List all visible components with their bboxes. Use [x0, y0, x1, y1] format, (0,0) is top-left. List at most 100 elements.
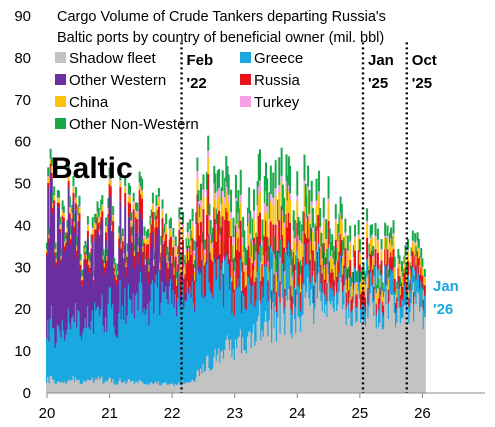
bar-segment-russia: [345, 292, 348, 309]
legend-swatch: [55, 118, 66, 129]
bar-segment-china: [323, 267, 326, 280]
bar-segment-greece: [263, 266, 266, 323]
bar-segment-other-non-western: [196, 157, 199, 172]
bar-segment-other-non-western: [333, 250, 336, 265]
bar-segment-china: [422, 291, 425, 300]
bar-segment-china: [362, 275, 365, 287]
bar-segment-shadow-fleet: [263, 322, 266, 393]
bar-segment-china: [62, 213, 65, 218]
bar-segment-shadow-fleet: [100, 377, 103, 393]
bar-segment-china: [142, 247, 145, 252]
bar-segment-shadow-fleet: [220, 351, 223, 393]
bar-segment-other-non-western: [106, 249, 109, 256]
bar-segment-greece: [198, 274, 201, 376]
bar-segment-greece: [119, 279, 122, 378]
bar-segment-russia: [409, 279, 412, 291]
bar-segment-china: [366, 223, 369, 238]
bar-segment-russia: [416, 251, 419, 266]
bar-segment-china: [303, 185, 306, 213]
bar-segment-russia: [328, 261, 331, 283]
bar-segment-russia: [250, 277, 253, 304]
bar-segment-greece: [91, 310, 94, 378]
bar-segment-greece: [218, 259, 221, 349]
bar-segment-china: [113, 264, 116, 268]
bar-segment-shadow-fleet: [213, 357, 216, 393]
bar-segment-greece: [322, 268, 325, 294]
bar-segment-turkey: [232, 237, 235, 245]
bar-segment-china: [385, 251, 388, 265]
bar-segment-greece: [320, 283, 323, 301]
bar-segment-russia: [90, 248, 93, 256]
bar-segment-china: [227, 202, 230, 221]
bar-segment-greece: [303, 244, 306, 285]
bar-segment-russia: [309, 259, 312, 282]
bar-segment-greece: [172, 290, 175, 384]
bar-segment-shadow-fleet: [53, 380, 56, 393]
bar-segment-russia: [228, 259, 231, 288]
bar-segment-other-western: [269, 245, 272, 247]
bar-segment-other-western: [192, 297, 195, 303]
bar-segment-turkey: [423, 276, 426, 278]
bar-segment-other-non-western: [220, 187, 223, 205]
bar-segment-other-non-western: [402, 268, 405, 277]
bar-segment-other-non-western: [143, 226, 146, 236]
bar-segment-turkey: [207, 150, 210, 158]
bar-segment-other-non-western: [265, 162, 267, 192]
bar-segment-russia: [348, 290, 351, 303]
bar-segment-russia: [423, 285, 426, 295]
bar-segment-greece: [361, 304, 364, 319]
bar-segment-shadow-fleet: [346, 305, 349, 393]
bar-segment-other-western: [246, 274, 249, 277]
bar-segment-other-western: [248, 274, 251, 278]
bar-segment-china: [280, 182, 283, 207]
bar-segment-turkey: [157, 196, 160, 199]
bar-segment-greece: [251, 286, 254, 334]
bar-segment-other-western: [363, 306, 366, 308]
bar-segment-turkey: [126, 251, 129, 253]
bar-segment-russia: [85, 259, 88, 267]
bar-segment-china: [196, 177, 199, 195]
bar-segment-russia: [239, 220, 242, 258]
bar-segment-turkey: [56, 197, 59, 199]
bar-segment-greece: [237, 278, 240, 339]
bar-segment-turkey: [369, 237, 372, 240]
bar-segment-shadow-fleet: [150, 381, 153, 393]
bar-segment-other-western: [326, 300, 329, 302]
bar-segment-greece: [49, 318, 52, 377]
bar-segment-turkey: [234, 198, 237, 208]
bar-segment-other-non-western: [239, 169, 242, 195]
bar-segment-china: [71, 213, 74, 219]
bar-segment-china: [237, 220, 240, 239]
bar-segment-other-western: [133, 268, 136, 319]
bar-segment-china: [317, 195, 320, 215]
bar-segment-russia: [404, 267, 407, 282]
bar-segment-china: [391, 247, 394, 258]
bar-segment-greece: [110, 308, 113, 383]
bar-segment-russia: [415, 265, 418, 280]
bar-segment-china: [96, 213, 99, 218]
bar-segment-russia: [299, 292, 302, 311]
bar-segment-greece: [345, 309, 348, 325]
bar-segment-turkey: [319, 227, 322, 231]
bar-segment-turkey: [265, 191, 267, 200]
bar-segment-greece: [118, 312, 121, 382]
bar-segment-russia: [232, 259, 235, 290]
bar-segment-turkey: [185, 248, 188, 253]
bar-segment-turkey: [349, 241, 352, 245]
bar-segment-shadow-fleet: [289, 300, 292, 393]
bar-segment-russia: [296, 222, 299, 251]
bar-segment-shadow-fleet: [335, 310, 338, 393]
bar-segment-turkey: [103, 262, 106, 264]
bar-segment-shadow-fleet: [92, 383, 95, 393]
bar-segment-shadow-fleet: [62, 382, 65, 393]
bar-segment-turkey: [46, 249, 48, 250]
bar-segment-other-western: [58, 207, 61, 326]
bar-segment-turkey: [60, 255, 63, 257]
bar-segment-greece: [86, 306, 89, 380]
bar-segment-russia: [95, 230, 98, 239]
bar-segment-russia: [161, 218, 164, 240]
bar-segment-greece: [92, 333, 95, 384]
bar-segment-other-western: [214, 259, 217, 264]
bar-segment-russia: [177, 264, 180, 283]
bar-segment-other-western: [136, 232, 139, 293]
